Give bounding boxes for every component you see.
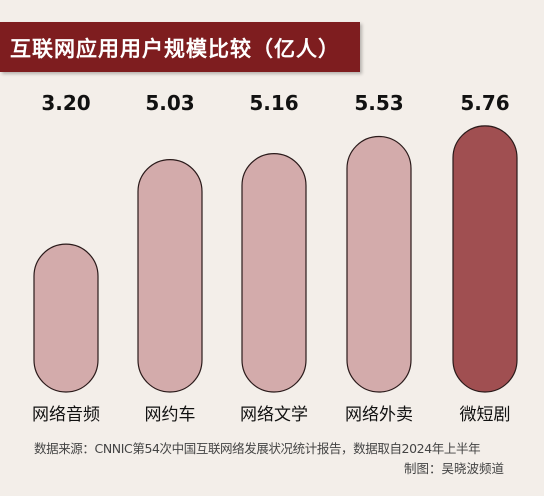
category-label-0: 网络音频 (32, 405, 100, 425)
value-label-0: 3.20 (41, 91, 90, 115)
value-label-1: 5.03 (145, 91, 194, 115)
value-label-2: 5.16 (249, 91, 298, 115)
value-label-4: 5.76 (460, 91, 509, 115)
data-source-note: 数据来源：CNNIC第54次中国互联网络发展状况统计报告，数据取自2024年上半… (34, 441, 481, 456)
value-label-3: 5.53 (354, 91, 403, 115)
category-label-4: 微短剧 (460, 405, 511, 425)
bar-4 (452, 125, 518, 393)
category-label-3: 网络外卖 (345, 405, 413, 425)
bar-0 (33, 243, 99, 393)
category-label-2: 网络文学 (240, 405, 308, 425)
chart-credit: 制图：吴晓波频道 (404, 461, 505, 476)
chart-title: 互联网应用用户规模比较（亿人） (10, 37, 340, 61)
title-bar: 互联网应用用户规模比较（亿人） (0, 22, 360, 72)
bar-1 (137, 159, 203, 393)
category-label-1: 网约车 (145, 405, 196, 425)
bar-3 (346, 135, 412, 393)
bar-2 (241, 153, 307, 393)
